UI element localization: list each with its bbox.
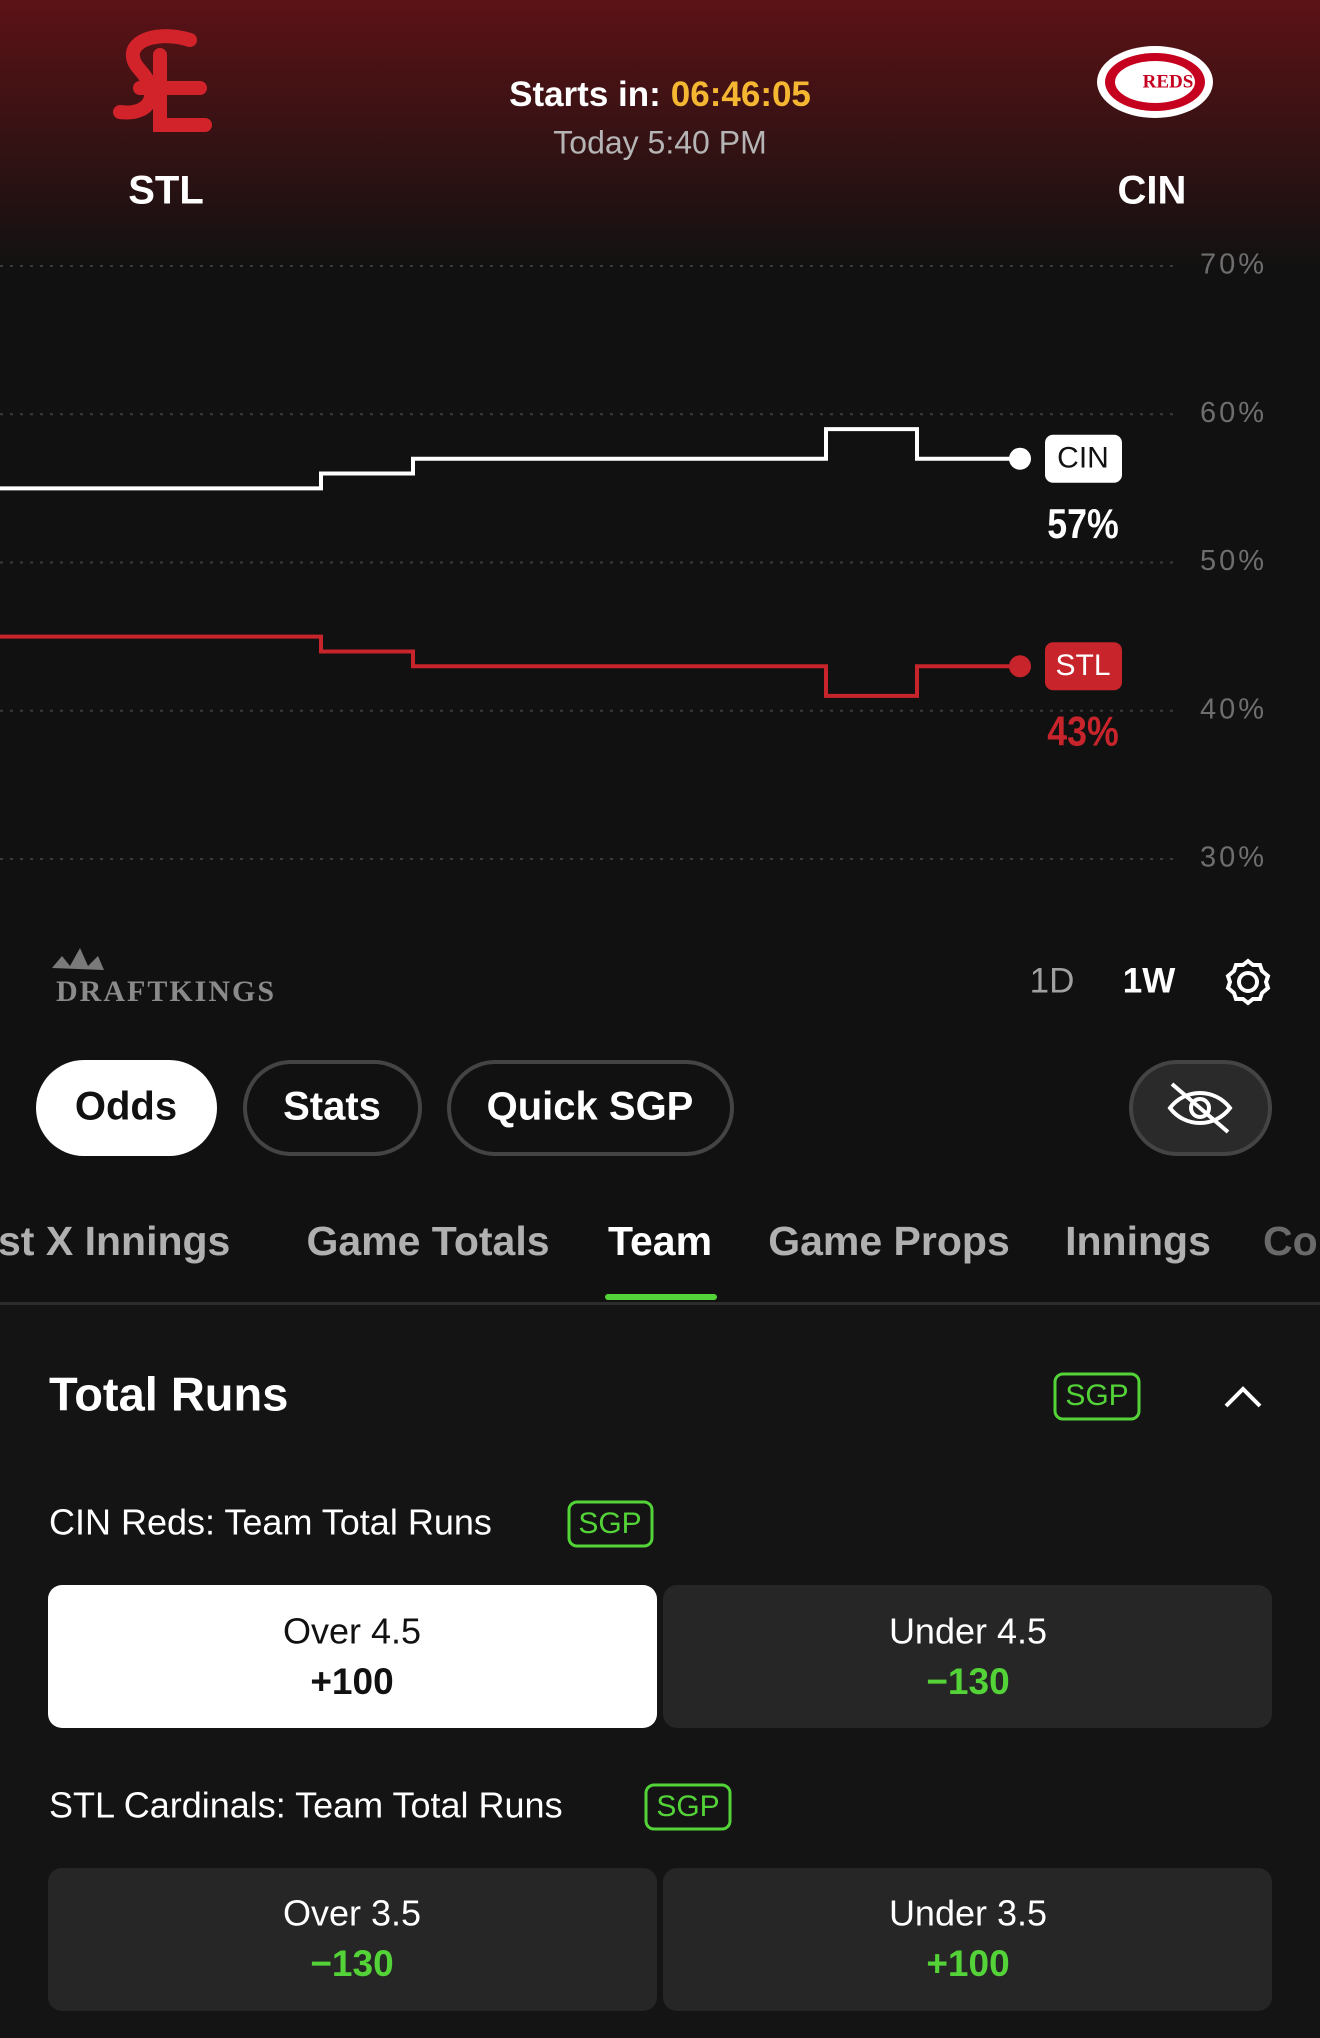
outcome-odds: +100 xyxy=(310,1661,393,1702)
tab-pill[interactable] xyxy=(243,1060,422,1156)
header-background xyxy=(0,0,1320,270)
away-team: STL xyxy=(128,169,204,213)
countdown-line: Starts in: 06:46:05 xyxy=(509,75,811,114)
series-tag xyxy=(1045,434,1122,483)
value-label: 43% xyxy=(1047,709,1118,755)
market-tab[interactable]: Game Totals xyxy=(306,1218,549,1264)
tab-underline xyxy=(605,1294,717,1300)
series-tag-label: STL xyxy=(1055,649,1110,682)
stl-logo xyxy=(113,29,212,132)
view-tab[interactable]: Quick SGP xyxy=(487,1085,694,1129)
y-tick-label: 40% xyxy=(1200,693,1267,725)
countdown: 06:46:05 xyxy=(671,75,811,114)
outcome-odds: −130 xyxy=(310,1943,393,1984)
outcome-button-selected[interactable] xyxy=(48,1585,657,1728)
sgp-badge xyxy=(644,1783,732,1831)
eye-slash-icon xyxy=(1167,1082,1233,1134)
outcome-button[interactable] xyxy=(48,1868,657,2011)
series-tag-label: CIN xyxy=(1057,442,1109,475)
market-tab[interactable]: Team xyxy=(608,1218,712,1264)
y-tick-label: 70% xyxy=(1200,249,1267,281)
value-label: 57% xyxy=(1047,501,1118,547)
outcome-button[interactable] xyxy=(663,1585,1272,1728)
brand-logo: DRAFTKINGS xyxy=(56,975,276,1008)
range-button[interactable]: 1D xyxy=(1030,961,1075,1000)
section-title: Total Runs xyxy=(49,1367,288,1420)
view-tab[interactable]: Stats xyxy=(283,1085,381,1129)
sgp-badge-text: SGP xyxy=(578,1507,641,1540)
market-title: STL Cardinals: Team Total Runs xyxy=(49,1785,563,1826)
divider xyxy=(0,1302,1320,1305)
y-tick-label: 60% xyxy=(1200,397,1267,429)
y-tick-label: 30% xyxy=(1200,842,1267,874)
market-tab[interactable]: Co xyxy=(1263,1218,1318,1264)
outcome-button[interactable] xyxy=(663,1868,1272,2011)
y-tick-label: 50% xyxy=(1200,545,1267,577)
end-dot xyxy=(1009,447,1031,470)
reds-logo: REDS xyxy=(1097,46,1213,118)
market-title: CIN Reds: Team Total Runs xyxy=(49,1502,492,1543)
sgp-badge xyxy=(1053,1372,1141,1421)
outcome-label: Under 4.5 xyxy=(889,1611,1047,1652)
brand: DRAFTKINGS xyxy=(52,948,276,1008)
view-tab[interactable]: Odds xyxy=(75,1085,177,1129)
market-tab[interactable]: Game Props xyxy=(768,1218,1010,1264)
collapse-chevron[interactable] xyxy=(1224,1386,1262,1408)
outcome-label: Over 3.5 xyxy=(283,1893,421,1934)
sgp-badge-text: SGP xyxy=(1065,1379,1128,1412)
tab-pill[interactable] xyxy=(447,1060,734,1156)
logo-text: REDS xyxy=(1143,71,1194,92)
series-tag xyxy=(1045,642,1122,691)
start-time: Today 5:40 PM xyxy=(553,124,766,160)
end-dot xyxy=(1009,655,1031,678)
range-button[interactable]: 1W xyxy=(1123,961,1176,1000)
sgp-badge-text: SGP xyxy=(656,1790,719,1823)
outcome-odds: +100 xyxy=(926,1943,1009,1984)
countdown-label: Starts in: xyxy=(509,75,661,114)
tab-pill-selected[interactable] xyxy=(36,1060,217,1156)
sgp-badge xyxy=(567,1500,654,1548)
outcome-label: Over 4.5 xyxy=(283,1611,421,1652)
home-team: CIN xyxy=(1118,169,1187,213)
settings-icon[interactable] xyxy=(1225,958,1271,1006)
market-tab[interactable]: st X Innings xyxy=(0,1218,230,1264)
market-tab[interactable]: Innings xyxy=(1065,1218,1211,1264)
outcome-odds: −130 xyxy=(926,1661,1009,1702)
odds-chart: 30% 40% 50% 60% 70% CIN 57% STL 43% xyxy=(0,249,1267,874)
outcome-label: Under 3.5 xyxy=(889,1893,1047,1934)
